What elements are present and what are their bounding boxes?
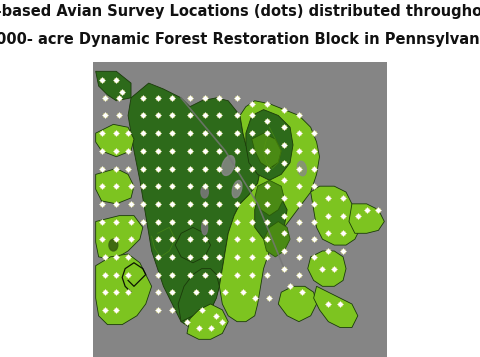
Polygon shape — [96, 169, 134, 204]
Polygon shape — [96, 124, 134, 157]
Polygon shape — [252, 133, 281, 169]
Ellipse shape — [232, 181, 242, 198]
Polygon shape — [219, 101, 320, 322]
Ellipse shape — [297, 161, 306, 176]
Ellipse shape — [202, 220, 208, 235]
Polygon shape — [255, 192, 287, 239]
Polygon shape — [313, 286, 358, 328]
Ellipse shape — [201, 186, 208, 198]
Polygon shape — [264, 221, 290, 257]
Polygon shape — [255, 180, 284, 216]
Polygon shape — [187, 304, 228, 339]
Ellipse shape — [109, 239, 118, 251]
Polygon shape — [349, 204, 384, 233]
Polygon shape — [175, 227, 211, 263]
Polygon shape — [278, 286, 317, 322]
Text: ARU-based Avian Survey Locations (dots) distributed throughout  a: ARU-based Avian Survey Locations (dots) … — [0, 4, 480, 19]
Polygon shape — [96, 71, 131, 101]
Ellipse shape — [222, 156, 235, 175]
Polygon shape — [308, 251, 346, 286]
Polygon shape — [311, 186, 361, 245]
Polygon shape — [246, 110, 293, 180]
Polygon shape — [96, 216, 143, 260]
Polygon shape — [96, 254, 152, 325]
Polygon shape — [178, 269, 219, 322]
Polygon shape — [128, 83, 261, 328]
Text: 3000- acre Dynamic Forest Restoration Block in Pennsylvania: 3000- acre Dynamic Forest Restoration Bl… — [0, 32, 480, 47]
